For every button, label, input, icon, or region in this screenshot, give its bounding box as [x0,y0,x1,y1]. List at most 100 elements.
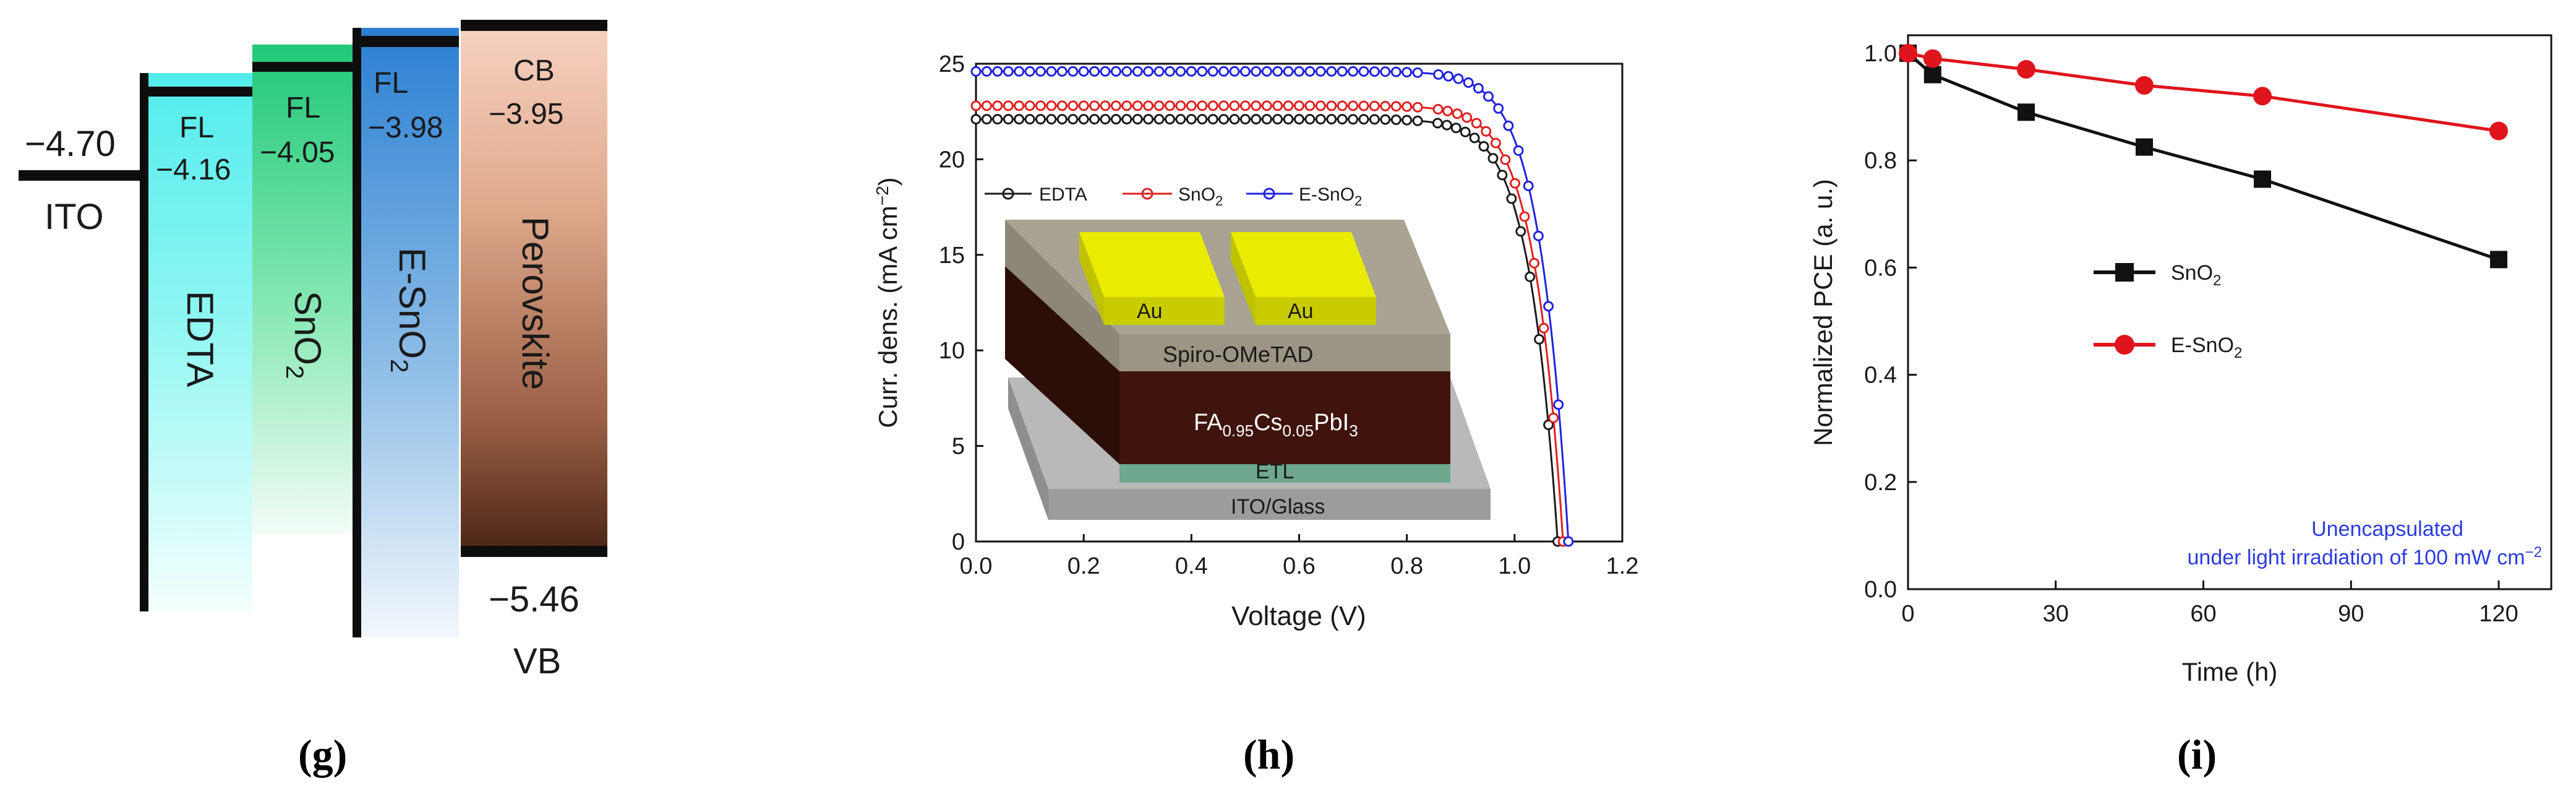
h-point-SnO2 [1110,100,1121,111]
h-point-SnO2 [1283,100,1294,111]
h-point-E-SnO2 [1337,66,1348,77]
h-point-E-SnO2 [981,66,992,77]
au-label-right: Au [1288,300,1314,323]
h-point-E-SnO2 [1056,66,1068,77]
sno2-fl-value: −4.05 [260,136,335,169]
i-annotation-line2: under light irradiation of 100 mW cm−2 [2188,544,2543,569]
h-point-EDTA [1121,114,1132,125]
h-point-SnO2 [1143,100,1154,111]
h-point-E-SnO2 [1100,66,1111,77]
i-point-square [2018,103,2035,121]
h-jv-curves [970,66,1574,547]
h-point-E-SnO2 [1401,67,1413,78]
h-point-EDTA [1337,114,1348,125]
h-point-SnO2 [1538,322,1549,334]
h-point-E-SnO2 [1251,66,1262,77]
h-point-E-SnO2 [1035,66,1046,77]
h-point-EDTA [1143,114,1154,125]
h-point-EDTA [1251,114,1262,125]
h-point-SnO2 [1510,178,1520,189]
h-point-EDTA [1304,114,1316,125]
ito-glass-side [1008,378,1048,520]
h-point-E-SnO2 [1412,67,1423,78]
h-point-EDTA [1078,114,1089,125]
h-point-SnO2 [1218,100,1230,111]
h-point-E-SnO2 [1503,120,1514,131]
etl-label: ETL [1256,460,1294,483]
h-ytick-label: 5 [952,434,965,460]
h-point-EDTA [1497,170,1508,181]
perovskite-cb-value: −3.95 [489,98,563,131]
h-point-E-SnO2 [1089,66,1100,77]
h-point-EDTA [992,114,1003,125]
ito-glass-front [1048,489,1491,520]
h-point-SnO2 [1369,100,1380,111]
legend-esno2-label: E-SnO2 [1299,184,1362,209]
h-xtick-label: 1.2 [1606,553,1639,579]
h-point-SnO2 [1132,100,1143,111]
edta-layer [146,73,252,611]
h-point-EDTA [1261,114,1272,125]
h-point-E-SnO2 [1473,83,1484,94]
legend-esno2-circle-marker [2115,335,2134,355]
au-contact-left-front [1104,297,1225,325]
h-point-EDTA [1175,114,1186,125]
h-point-SnO2 [1471,118,1482,129]
h-point-SnO2 [1348,100,1359,111]
legend-sno2-square-marker [2115,263,2134,282]
i-axis-ticks: 0 30 60 90 120 0.0 0.2 0.4 0.6 0.8 1.0 [1864,41,2518,627]
spiro-label: Spiro-OMeTAD [1163,342,1313,367]
au-contact-right-top [1231,232,1376,297]
h-point-EDTA [1132,114,1143,125]
h-point-E-SnO2 [1003,66,1014,77]
spiro-side [1005,220,1119,371]
perovskite-name: Perovskite [515,217,556,390]
h-point-E-SnO2 [1121,66,1132,77]
h-point-E-SnO2 [1358,66,1369,77]
h-point-E-SnO2 [1563,536,1574,547]
perovskite-cb-edge [461,20,607,31]
i-xtick-label: 120 [2479,601,2518,627]
h-point-E-SnO2 [1229,66,1240,77]
h-point-E-SnO2 [1294,66,1304,77]
h-ytick-label: 20 [939,147,965,173]
h-point-SnO2 [1452,108,1463,119]
i-plot-frame [1907,34,2552,590]
h-point-EDTA [1380,114,1391,125]
h-point-SnO2 [1153,100,1165,111]
h-point-EDTA [1478,141,1489,152]
h-point-EDTA [1369,114,1380,125]
i-ytick-label: 0.8 [1864,148,1897,174]
i-point-square [2254,170,2271,188]
h-point-SnO2 [1490,137,1501,149]
i-pce-curves [1899,44,2508,269]
au-contact-right-front [1256,297,1376,325]
i-point-square [2490,251,2507,269]
h-point-E-SnO2 [1326,66,1337,77]
i-point-circle [2135,76,2154,95]
h-point-SnO2 [1442,105,1453,116]
edta-fermi-level [146,87,252,97]
h-point-EDTA [1110,114,1121,125]
h-point-EDTA [1348,114,1359,125]
perovskite-layer [461,20,607,553]
i-point-circle [2017,60,2035,79]
sno2-fl-label: FL [286,92,320,124]
h-point-E-SnO2 [1143,66,1154,77]
h-point-E-SnO2 [1218,66,1230,77]
au-label-left: Au [1137,300,1163,323]
h-point-EDTA [1089,114,1100,125]
h-point-E-SnO2 [1483,91,1494,102]
h-point-E-SnO2 [1369,66,1380,77]
i-xlabel: Time (h) [2182,657,2278,686]
h-point-E-SnO2 [1024,66,1035,77]
h-point-EDTA [1487,153,1499,164]
i-xtick-label: 90 [2338,601,2364,627]
h-point-E-SnO2 [1046,66,1057,77]
h-point-E-SnO2 [1380,66,1391,77]
h-point-E-SnO2 [992,66,1003,77]
panel-h-caption: (h) [1243,731,1294,778]
i-xtick-label: 60 [2190,601,2216,627]
h-ytick-label: 25 [939,51,965,77]
i-xtick-label: 30 [2043,601,2069,627]
